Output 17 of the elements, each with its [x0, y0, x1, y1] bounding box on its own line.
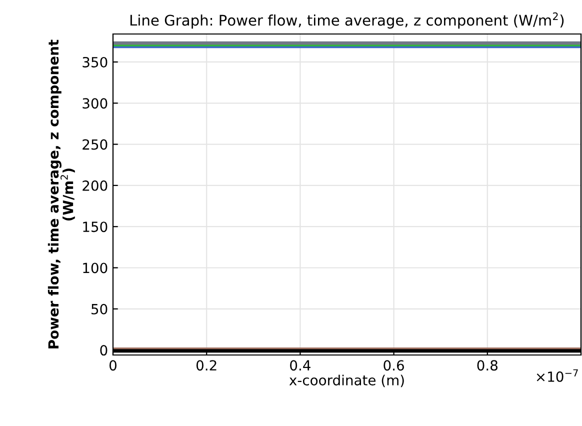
x-tick-label: 0.8 [477, 360, 498, 371]
x-tick-label: 0.4 [290, 360, 310, 371]
y-axis-title: Power flow, time average, z component (W/m$^{2}$) [48, 40, 75, 348]
y-tick-label: 250 [82, 139, 108, 150]
x-tick-label: 0 [109, 360, 116, 371]
y-tick-label: 200 [82, 180, 108, 191]
y-tick-label: 300 [82, 98, 108, 109]
y-tick-label: 0 [100, 345, 108, 356]
x-axis-title: x-coordinate (m) [289, 374, 404, 388]
y-tick-label: 350 [82, 56, 108, 68]
y-tick-label: 50 [92, 304, 108, 314]
y-tick-label: 100 [83, 262, 108, 274]
x-tick-label: 0.2 [196, 360, 216, 371]
chart-title: Line Graph: Power flow, time average, z component (W/m$^{2}$) [130, 12, 564, 29]
y-tick-label: 150 [83, 222, 108, 232]
x-tick-label: 0.6 [384, 360, 404, 371]
text: ×10$^{−7}$ [536, 369, 578, 382]
